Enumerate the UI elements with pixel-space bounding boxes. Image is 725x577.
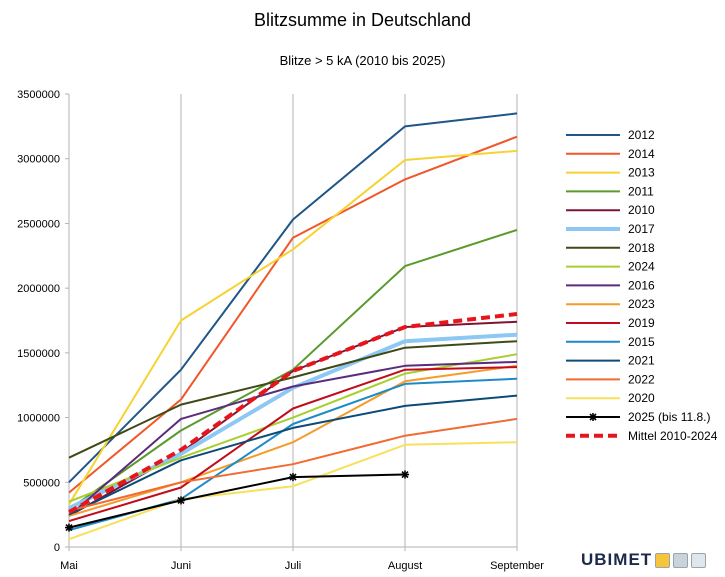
legend-label: 2012 [628, 128, 655, 142]
x-tick-label: September [490, 560, 544, 572]
y-tick-label: 500000 [23, 477, 60, 489]
legend-label: Mittel 2010-2024 [628, 429, 718, 443]
series-lines [65, 112, 518, 541]
legend-label: 2015 [628, 335, 655, 349]
legend-label: 2023 [628, 297, 655, 311]
series-line-2011 [68, 228, 518, 511]
legend-label: 2022 [628, 372, 655, 386]
series-line-2012 [68, 112, 518, 484]
legend-label: 2014 [628, 147, 655, 161]
y-tick-label: 0 [54, 542, 60, 554]
series-marker [177, 496, 185, 505]
sun-icon [655, 552, 671, 568]
axes: 0 500000 1000000 1500000 2000000 2500000 30000… [17, 89, 544, 572]
series-line-2022 [68, 417, 518, 512]
legend: 2012 2014 2013 2011 2010 2017 2018 2024 2016 2023… [566, 128, 718, 443]
legend-label: 2016 [628, 278, 655, 292]
series-marker [401, 470, 409, 479]
legend-label: 2018 [628, 241, 655, 255]
legend-label: 2025 (bis 11.8.) [628, 410, 711, 424]
y-tick-label: 2000000 [17, 283, 60, 295]
y-tick-label: 3000000 [17, 154, 60, 166]
series-line-2013 [68, 149, 518, 505]
legend-label: 2024 [628, 260, 655, 274]
series-line-2019 [68, 366, 518, 523]
series-line-mittel [68, 312, 518, 514]
legend-label: 2011 [628, 184, 654, 198]
chart-subtitle: Blitze > 5 kA (2010 bis 2025) [279, 53, 446, 68]
legend-label: 2013 [628, 166, 655, 180]
grid [180, 94, 518, 547]
cloud-icon [673, 552, 689, 568]
x-tick-label: Juni [171, 560, 191, 572]
series-line-2025 [68, 473, 406, 529]
legend-label: 2017 [628, 222, 655, 236]
raindrop-icon [691, 552, 707, 568]
series-line-2020 [68, 441, 518, 541]
legend-label: 2019 [628, 316, 655, 330]
chart-title: Blitzsumme in Deutschland [253, 10, 472, 30]
y-tick-label: 1000000 [17, 413, 60, 425]
series-marker [65, 523, 73, 532]
x-tick-label: August [388, 560, 422, 572]
x-tick-label: Juli [285, 560, 302, 572]
series-line-2021 [68, 394, 518, 516]
y-tick-label: 3500000 [17, 89, 60, 101]
legend-marker [589, 413, 597, 421]
y-tick-label: 2500000 [17, 218, 60, 230]
legend-label: 2010 [628, 203, 655, 217]
y-tick-label: 1500000 [17, 348, 60, 360]
series-marker [289, 473, 297, 482]
x-tick-label: Mai [60, 560, 78, 572]
series-line-2023 [68, 364, 518, 517]
logo-text: UBIMET [581, 550, 653, 569]
series-line-2018 [68, 340, 518, 459]
series-line-2016 [68, 360, 518, 517]
legend-label: 2020 [628, 391, 655, 405]
legend-label: 2021 [628, 354, 655, 368]
series-line-2014 [68, 135, 518, 494]
ubimet-logo: UBIMET [581, 550, 707, 570]
